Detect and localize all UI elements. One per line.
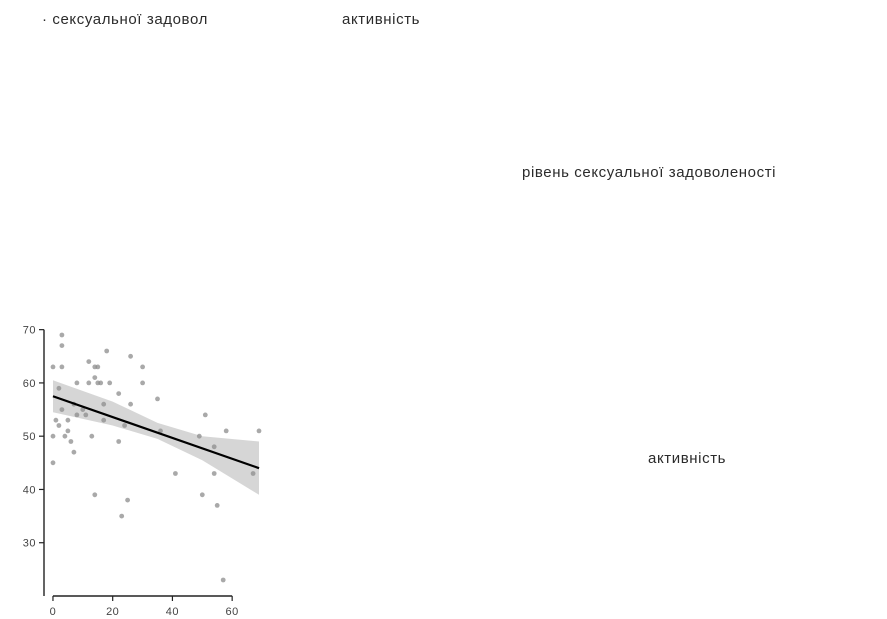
y-tick-label: 40 (23, 484, 36, 496)
header-label-satisfaction: · сексуальної задовол (42, 11, 208, 28)
trend-line (52, 395, 260, 470)
data-point (116, 439, 122, 444)
data-point (56, 385, 62, 391)
data-point (119, 513, 125, 519)
data-point (59, 407, 65, 412)
data-point (202, 412, 208, 418)
data-point (214, 503, 220, 508)
data-point (92, 492, 98, 498)
confidence-band-layer (53, 380, 259, 495)
x-tick-label: 40 (166, 606, 179, 618)
data-point (101, 417, 107, 423)
points-layer (50, 332, 262, 583)
data-point (122, 423, 127, 428)
data-point (56, 423, 62, 428)
data-point (116, 391, 122, 396)
y-tick-label: 30 (23, 538, 36, 550)
data-point (50, 364, 56, 370)
data-point (128, 401, 134, 407)
confidence-band (53, 380, 259, 495)
x-tick-label: 20 (106, 606, 119, 618)
data-point (53, 417, 59, 423)
data-point (104, 348, 110, 354)
data-point (101, 401, 107, 407)
y-tick-label: 70 (23, 325, 36, 337)
data-point (86, 359, 92, 364)
data-point (68, 439, 74, 444)
data-point (223, 428, 229, 434)
data-point (256, 428, 262, 434)
data-point (83, 412, 89, 418)
data-point (250, 471, 256, 476)
data-point (65, 428, 71, 434)
data-point (107, 380, 113, 386)
data-point (211, 471, 217, 476)
data-point (158, 428, 163, 434)
scatter-plot: 30 40 50 60 70 0 20 40 60 (23, 325, 262, 618)
data-point (65, 417, 71, 423)
data-point (71, 449, 77, 455)
data-point (50, 433, 56, 439)
data-point (74, 380, 80, 386)
header-label-activity: активність (342, 11, 421, 28)
data-point (98, 380, 104, 386)
axis-label-satisfaction-level: рівень сексуальної задоволеності (522, 164, 777, 181)
axis-label-activity: активність (648, 450, 727, 467)
trend-line-layer (52, 395, 260, 470)
data-point (80, 407, 86, 412)
data-point (173, 471, 178, 476)
x-tick-label: 60 (226, 606, 239, 618)
y-tick-label: 50 (23, 431, 36, 443)
data-point (196, 433, 202, 439)
data-point (95, 364, 101, 370)
data-point (140, 380, 146, 386)
y-tick-label: 60 (23, 378, 36, 390)
data-point (86, 380, 92, 386)
data-point (199, 492, 205, 498)
data-point (140, 364, 146, 370)
data-point (128, 353, 134, 359)
data-point (125, 497, 130, 503)
data-point (62, 433, 68, 439)
data-point (50, 460, 56, 466)
x-tick-label: 0 (50, 606, 57, 618)
data-point (89, 433, 95, 439)
data-point (59, 343, 65, 348)
axes-layer: 30 40 50 60 70 0 20 40 60 (23, 325, 239, 618)
data-point (220, 577, 226, 583)
data-point (59, 332, 65, 338)
data-point (74, 412, 80, 418)
data-point (211, 444, 217, 450)
data-point (59, 364, 65, 370)
data-point (92, 375, 98, 380)
data-point (155, 396, 160, 402)
